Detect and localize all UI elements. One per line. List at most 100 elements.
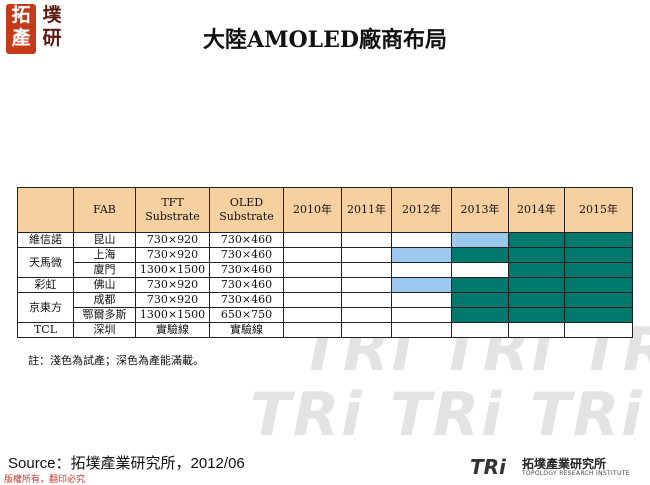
fab-table: FAB TFT Substrate OLED Substrate 2010年 2… xyxy=(17,187,633,338)
fab-cell: 深圳 xyxy=(73,322,136,338)
fab-cell: 昆山 xyxy=(73,232,136,248)
year-cell xyxy=(391,262,452,278)
year-cell xyxy=(283,232,342,248)
oled-cell: 實驗線 xyxy=(209,322,284,338)
year-cell xyxy=(564,247,633,263)
fab-cell: 廈門 xyxy=(73,262,136,278)
column-header: TFT Substrate xyxy=(135,187,210,233)
year-cell xyxy=(391,322,452,338)
year-cell xyxy=(283,247,342,263)
oled-cell: 730×460 xyxy=(209,247,284,263)
tft-cell: 實驗線 xyxy=(135,322,210,338)
year-cell xyxy=(283,307,342,323)
column-header: 2013年 xyxy=(451,187,509,233)
year-cell xyxy=(341,247,392,263)
year-cell xyxy=(508,292,565,308)
year-cell xyxy=(283,262,342,278)
year-cell xyxy=(283,277,342,293)
year-cell xyxy=(451,292,509,308)
year-cell xyxy=(508,247,565,263)
logo-char: 產 xyxy=(11,27,31,49)
year-cell xyxy=(451,262,509,278)
year-cell xyxy=(451,322,509,338)
tft-cell: 730×920 xyxy=(135,232,210,248)
column-header: 2010年 xyxy=(283,187,342,233)
oled-cell: 650×750 xyxy=(209,307,284,323)
year-cell xyxy=(341,307,392,323)
table-row: TCL 深圳 實驗線 實驗線 xyxy=(17,322,633,338)
brand-mark: TRi xyxy=(470,455,506,479)
year-cell xyxy=(341,292,392,308)
table-row: 彩虹 佛山 730×920 730×460 xyxy=(17,277,633,293)
oled-cell: 730×460 xyxy=(209,292,284,308)
tft-cell: 1300×1500 xyxy=(135,262,210,278)
oled-cell: 730×460 xyxy=(209,277,284,293)
year-cell xyxy=(391,292,452,308)
fab-cell: 上海 xyxy=(73,247,136,263)
year-cell xyxy=(564,322,633,338)
company-cell: 維信諾 xyxy=(17,232,74,248)
year-cell xyxy=(451,307,509,323)
year-cell xyxy=(564,307,633,323)
year-cell xyxy=(283,292,342,308)
table-header-row: FAB TFT Substrate OLED Substrate 2010年 2… xyxy=(17,187,633,233)
table-row: 維信諾 昆山 730×920 730×460 xyxy=(17,232,633,248)
source-text: Source：拓墣產業研究所，2012/06 xyxy=(8,455,245,472)
year-cell xyxy=(451,232,509,248)
year-cell xyxy=(508,262,565,278)
year-cell xyxy=(508,322,565,338)
tft-cell: 730×920 xyxy=(135,247,210,263)
year-cell xyxy=(508,307,565,323)
year-cell xyxy=(391,232,452,248)
table-row: 鄂爾多斯 1300×1500 650×750 xyxy=(18,307,633,323)
year-cell xyxy=(451,247,509,263)
year-cell xyxy=(564,262,633,278)
logo-char: 墣 xyxy=(42,4,62,26)
column-header xyxy=(17,187,74,233)
table-row: 廈門 1300×1500 730×460 xyxy=(18,262,633,278)
table-row: 京東方 成都 730×920 730×460 xyxy=(17,292,633,323)
year-cell xyxy=(341,322,392,338)
column-header: 2014年 xyxy=(508,187,565,233)
year-cell xyxy=(508,277,565,293)
year-cell xyxy=(451,277,509,293)
page-title: 大陸AMOLED廠商布局 xyxy=(203,27,447,53)
year-cell xyxy=(508,232,565,248)
column-header: 2011年 xyxy=(341,187,392,233)
watermark-text: TRi xyxy=(250,380,364,450)
year-cell xyxy=(341,232,392,248)
column-header: 2015年 xyxy=(564,187,633,233)
logo-char: 拓 xyxy=(11,4,31,26)
year-cell xyxy=(341,262,392,278)
oled-cell: 730×460 xyxy=(209,232,284,248)
company-cell: TCL xyxy=(17,322,74,338)
column-header: FAB xyxy=(73,187,136,233)
watermark-text: TRi xyxy=(530,380,644,450)
fab-cell: 佛山 xyxy=(73,277,136,293)
company-cell: 彩虹 xyxy=(17,277,74,293)
company-cell: 京東方 xyxy=(17,292,74,323)
fab-cell: 鄂爾多斯 xyxy=(73,307,136,323)
oled-cell: 730×460 xyxy=(209,262,284,278)
year-cell xyxy=(391,277,452,293)
brand-name-en: TOPOLOGY RESEARCH INSTITUTE xyxy=(522,470,630,477)
year-cell xyxy=(341,277,392,293)
copyright-text: 版權所有，翻印必究 xyxy=(4,475,86,485)
brand-logo: TRi 拓墣產業研究所 TOPOLOGY RESEARCH INSTITUTE xyxy=(470,455,650,483)
tft-cell: 730×920 xyxy=(135,277,210,293)
fab-cell: 成都 xyxy=(73,292,136,308)
logo-char: 研 xyxy=(42,27,62,49)
table-row: 天馬微 上海 730×920 730×460 xyxy=(17,247,633,278)
logo-stamp: 拓 產 xyxy=(6,4,36,54)
company-cell: 天馬微 xyxy=(17,247,74,278)
year-cell xyxy=(391,247,452,263)
year-cell xyxy=(391,307,452,323)
logo: 拓 產 墣 研 xyxy=(6,4,68,54)
column-header: OLED Substrate xyxy=(209,187,284,233)
column-header: 2012年 xyxy=(391,187,452,233)
legend-note: 註：淺色為試產；深色為產能滿載。 xyxy=(28,354,204,367)
year-cell xyxy=(564,277,633,293)
watermark-text: TRi xyxy=(390,380,504,450)
tft-cell: 730×920 xyxy=(135,292,210,308)
year-cell xyxy=(564,232,633,248)
